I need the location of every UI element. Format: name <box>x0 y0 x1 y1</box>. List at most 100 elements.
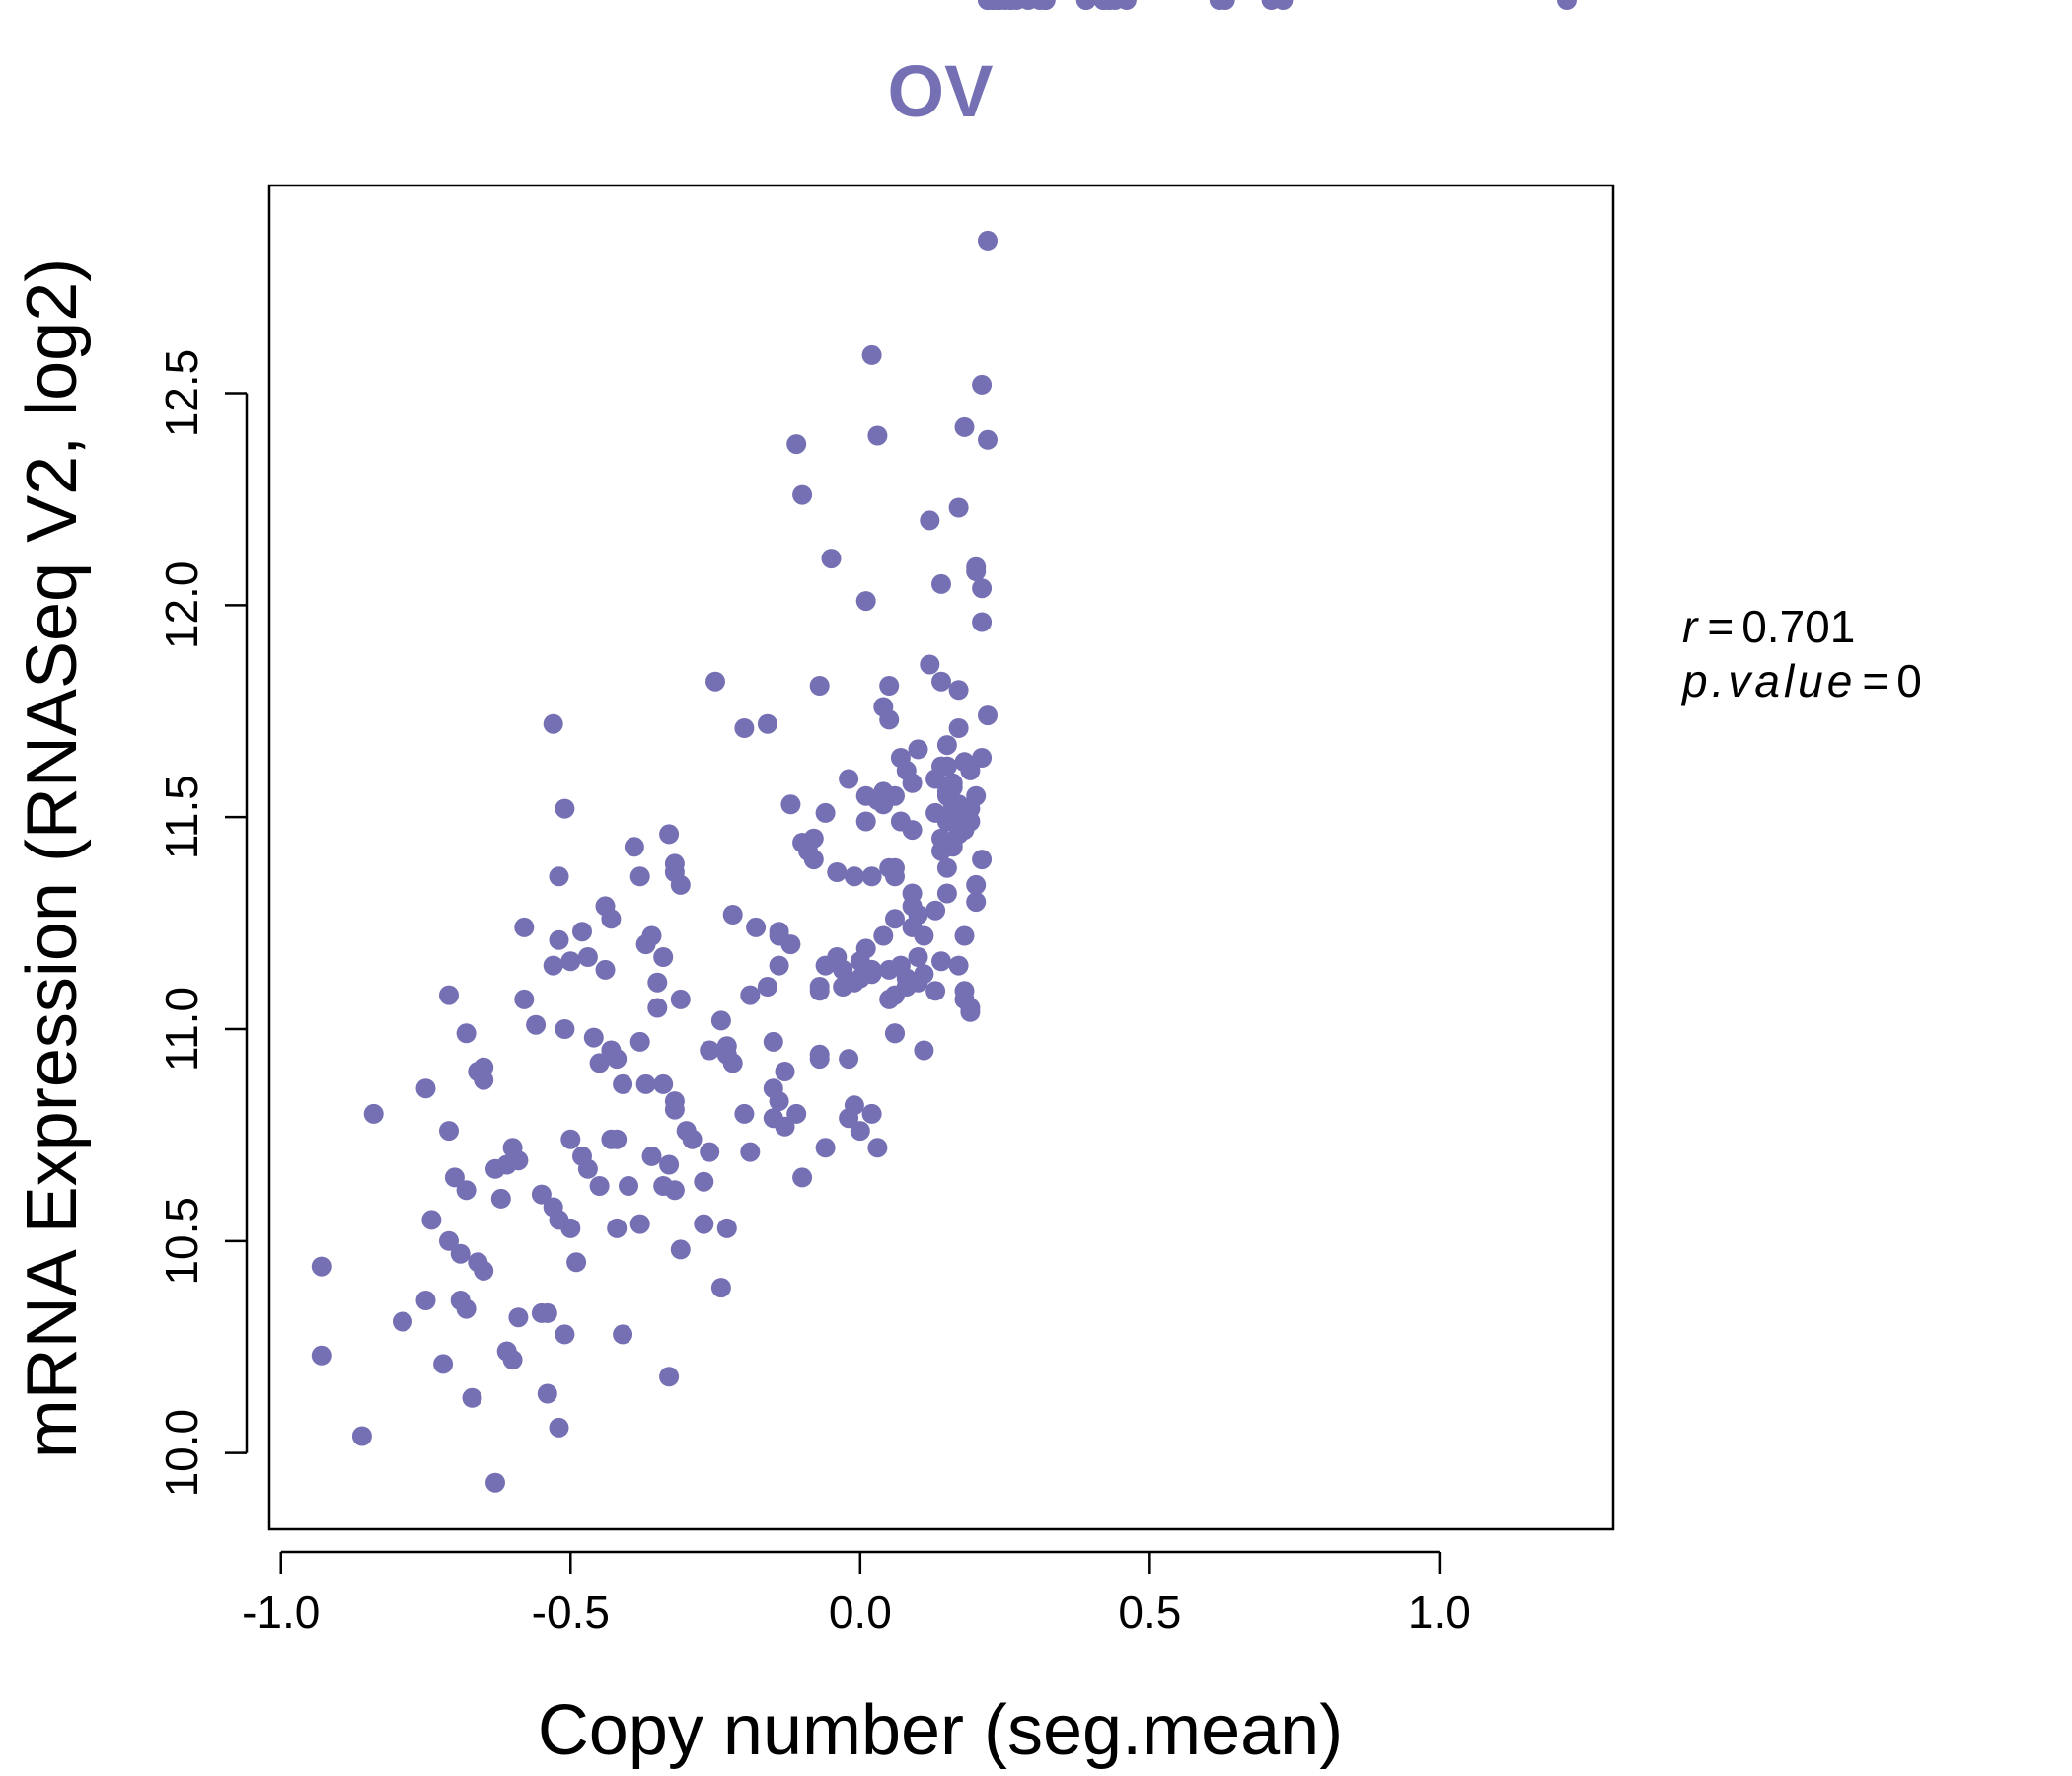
x-tick-label: 0.5 <box>1118 1587 1181 1638</box>
data-point <box>954 416 975 437</box>
data-point <box>740 985 761 1005</box>
data-point <box>543 713 563 734</box>
data-point <box>485 1472 505 1493</box>
data-point <box>629 1214 650 1234</box>
data-point <box>700 1142 720 1162</box>
data-point <box>629 866 650 887</box>
data-point <box>439 985 459 1005</box>
data-point <box>867 1138 888 1158</box>
data-point <box>722 905 743 925</box>
data-point <box>850 1121 870 1142</box>
data-point <box>821 549 842 569</box>
data-point <box>827 862 848 882</box>
data-point <box>705 671 725 692</box>
data-point <box>775 1062 795 1081</box>
data-point <box>537 1383 557 1404</box>
p-equals: = <box>1862 655 1888 706</box>
data-point <box>920 510 940 531</box>
data-point <box>792 484 813 505</box>
data-point <box>555 1324 575 1345</box>
data-point <box>415 1078 436 1099</box>
data-point <box>514 989 535 1009</box>
data-point <box>902 820 923 841</box>
data-point <box>803 828 824 849</box>
r-statistic: r = 0.701 <box>1682 601 1855 652</box>
data-point <box>769 1091 789 1112</box>
data-point <box>607 1129 628 1149</box>
data-point <box>972 578 993 599</box>
data-point <box>936 857 957 878</box>
data-point <box>641 1146 662 1166</box>
data-point <box>972 748 993 768</box>
data-point <box>978 429 998 450</box>
data-point <box>908 947 928 967</box>
data-point <box>722 1053 743 1073</box>
data-point <box>914 1040 934 1061</box>
y-tick-label: 11.0 <box>156 987 207 1072</box>
data-point <box>670 989 691 1009</box>
data-point <box>555 798 575 819</box>
data-point <box>607 1049 628 1070</box>
data-point <box>855 938 876 959</box>
data-point <box>549 929 569 950</box>
data-point <box>734 1103 755 1124</box>
data-point <box>844 1095 864 1116</box>
data-point <box>861 959 882 980</box>
data-point <box>577 947 598 967</box>
y-tick-label: 12.0 <box>156 561 207 650</box>
data-point <box>577 1158 598 1179</box>
data-point <box>659 824 680 845</box>
data-point <box>490 1188 511 1209</box>
data-point <box>583 1027 604 1048</box>
data-point <box>566 1252 587 1273</box>
data-point <box>792 1167 813 1188</box>
y-tick-label: 12.5 <box>156 349 207 438</box>
data-point <box>1557 0 1577 10</box>
data-point <box>966 556 987 577</box>
data-point <box>670 874 691 895</box>
data-point <box>439 1230 459 1251</box>
data-point <box>925 981 946 1001</box>
data-point <box>543 955 563 976</box>
x-tick-label: 1.0 <box>1408 1587 1471 1638</box>
data-point <box>363 1103 384 1124</box>
data-point <box>844 866 864 887</box>
data-point <box>456 1023 477 1044</box>
data-point <box>555 1019 575 1039</box>
data-point <box>537 1302 557 1323</box>
data-point <box>786 1103 807 1124</box>
data-point <box>815 802 836 823</box>
data-point <box>978 705 998 726</box>
data-point <box>421 1210 442 1230</box>
data-point <box>710 1278 731 1298</box>
data-point <box>716 1218 737 1238</box>
data-point <box>885 866 905 887</box>
data-point <box>502 1350 523 1370</box>
data-point <box>670 1239 691 1260</box>
data-point <box>450 1243 471 1264</box>
data-point <box>439 1121 459 1142</box>
x-tick-label: 0.0 <box>829 1587 892 1638</box>
data-point <box>855 811 876 832</box>
data-point <box>415 1291 436 1310</box>
data-point <box>960 998 981 1018</box>
x-axis-title: Copy number (seg.mean) <box>538 1691 1343 1770</box>
data-point <box>624 837 644 857</box>
y-tick-label: 11.5 <box>156 775 207 859</box>
data-point <box>659 1367 680 1387</box>
data-point <box>549 1417 569 1438</box>
data-point <box>700 1040 720 1061</box>
y-axis-title: mRNA Expression (RNASeq V2, log2) <box>13 259 92 1458</box>
p-label: p.value <box>1680 655 1856 706</box>
data-point <box>786 434 807 455</box>
data-point <box>474 1057 494 1077</box>
data-point <box>879 676 900 696</box>
x-tick-label: -0.5 <box>532 1587 610 1638</box>
data-point <box>601 909 622 929</box>
data-point <box>456 1298 477 1319</box>
data-point <box>954 925 975 946</box>
data-point <box>809 981 830 1001</box>
data-point <box>613 1073 633 1094</box>
data-point <box>936 883 957 904</box>
